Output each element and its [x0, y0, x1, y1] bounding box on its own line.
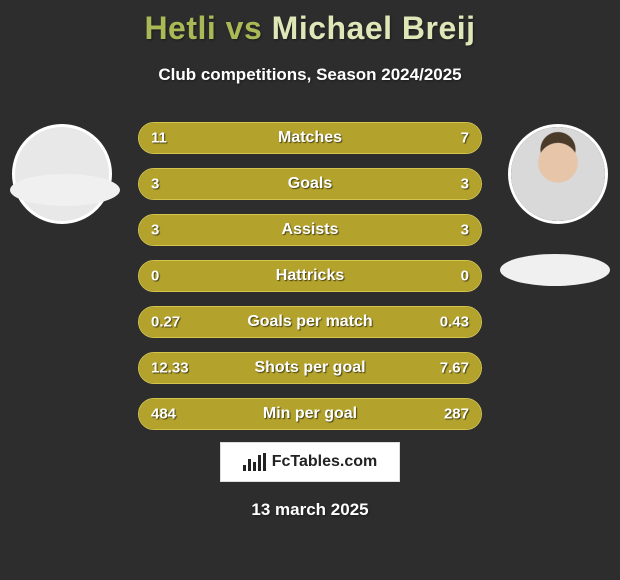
stat-value-left: 12.33	[151, 360, 189, 377]
stat-bars: 11 7 Matches 3 3 Goals 3 3 Assists 0 0 Hattricks 0.2…	[138, 122, 482, 430]
player1-team-badge	[10, 174, 120, 206]
stat-label: Goals	[288, 175, 332, 193]
stat-value-right: 287	[444, 406, 469, 423]
stat-value-left: 484	[151, 406, 176, 423]
stat-bar: 11 7 Matches	[138, 122, 482, 154]
face-icon	[511, 127, 605, 221]
stat-bar: 3 3 Goals	[138, 168, 482, 200]
stat-value-left: 11	[151, 130, 167, 147]
stat-bar: 3 3 Assists	[138, 214, 482, 246]
stat-value-left: 3	[151, 176, 159, 193]
player1-name: Hetli	[144, 10, 216, 46]
chart-icon	[243, 453, 266, 471]
stat-bar: 484 287 Min per goal	[138, 398, 482, 430]
stat-value-left: 3	[151, 222, 159, 239]
player2-avatar	[508, 124, 608, 224]
stat-bar: 0.27 0.43 Goals per match	[138, 306, 482, 338]
logo-text: FcTables.com	[272, 453, 378, 471]
stat-value-right: 7	[461, 130, 469, 147]
stat-label: Goals per match	[247, 313, 372, 331]
stat-bar: 0 0 Hattricks	[138, 260, 482, 292]
stat-value-right: 0.43	[440, 314, 469, 331]
stat-bar: 12.33 7.67 Shots per goal	[138, 352, 482, 384]
subtitle: Club competitions, Season 2024/2025	[0, 65, 620, 85]
bar-fill-right	[310, 169, 481, 199]
stat-value-right: 7.67	[440, 360, 469, 377]
player2-name: Michael Breij	[272, 10, 476, 46]
page-title: Hetli vs Michael Breij	[0, 0, 620, 47]
stat-value-left: 0.27	[151, 314, 180, 331]
stat-label: Assists	[282, 221, 339, 239]
stat-value-right: 3	[461, 222, 469, 239]
stat-value-left: 0	[151, 268, 159, 285]
comparison-infographic: Hetli vs Michael Breij Club competitions…	[0, 0, 620, 580]
stat-value-right: 0	[461, 268, 469, 285]
stat-label: Matches	[278, 129, 342, 147]
stat-label: Shots per goal	[254, 359, 365, 377]
stat-label: Min per goal	[263, 405, 357, 423]
stat-label: Hattricks	[276, 267, 344, 285]
fctables-logo: FcTables.com	[220, 442, 400, 482]
bar-fill-left	[139, 169, 310, 199]
stat-value-right: 3	[461, 176, 469, 193]
date-text: 13 march 2025	[251, 500, 368, 520]
vs-text: vs	[226, 10, 263, 46]
player2-team-badge	[500, 254, 610, 286]
